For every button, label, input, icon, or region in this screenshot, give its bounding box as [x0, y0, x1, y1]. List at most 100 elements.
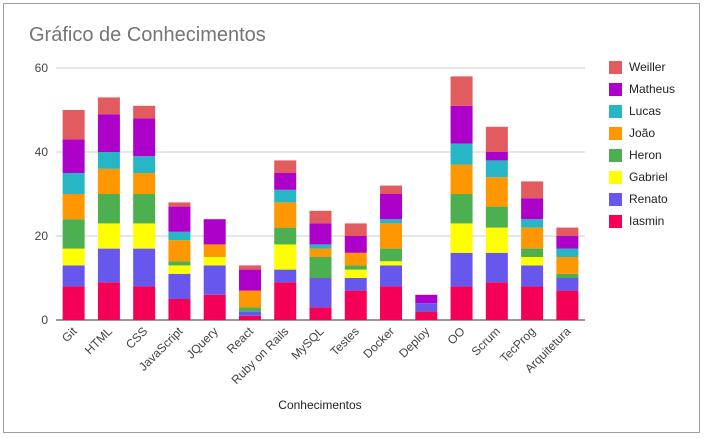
bar-segment-lucas-6[interactable]: [274, 189, 297, 203]
bar-segment-joao-0[interactable]: [62, 194, 85, 220]
bar-segment-weiller-6[interactable]: [274, 160, 297, 173]
bar-segment-matheus-5[interactable]: [238, 269, 261, 291]
bar-segment-renato-9[interactable]: [380, 265, 403, 287]
bar-segment-lucas-14[interactable]: [556, 248, 579, 257]
bar-segment-heron-8[interactable]: [344, 265, 367, 270]
bar-segment-heron-3[interactable]: [168, 261, 191, 266]
bar-segment-gabriel-11[interactable]: [450, 223, 473, 253]
bar-segment-joao-14[interactable]: [556, 257, 579, 274]
bar-segment-renato-4[interactable]: [203, 265, 226, 295]
bar-segment-iasmin-12[interactable]: [485, 282, 508, 320]
bar-segment-iasmin-10[interactable]: [415, 311, 438, 320]
bar-segment-renato-10[interactable]: [415, 303, 438, 312]
bar-segment-lucas-0[interactable]: [62, 173, 85, 194]
bar-segment-renato-3[interactable]: [168, 273, 191, 299]
bar-segment-gabriel-4[interactable]: [203, 257, 226, 266]
bar-segment-matheus-6[interactable]: [274, 173, 297, 190]
bar-segment-renato-0[interactable]: [62, 265, 85, 287]
bar-segment-iasmin-6[interactable]: [274, 282, 297, 320]
bar-segment-lucas-13[interactable]: [521, 219, 544, 228]
bar-segment-joao-7[interactable]: [309, 248, 332, 257]
bar-segment-gabriel-9[interactable]: [380, 261, 403, 266]
bar-segment-iasmin-2[interactable]: [133, 286, 156, 320]
bar-segment-iasmin-14[interactable]: [556, 290, 579, 320]
bar-segment-lucas-12[interactable]: [485, 160, 508, 178]
bar-segment-iasmin-13[interactable]: [521, 286, 544, 320]
bar-segment-heron-5[interactable]: [238, 307, 261, 312]
bar-segment-renato-5[interactable]: [238, 311, 261, 316]
bar-segment-heron-14[interactable]: [556, 273, 579, 278]
bar-segment-matheus-9[interactable]: [380, 194, 403, 220]
bar-segment-iasmin-5[interactable]: [238, 315, 261, 320]
bar-segment-lucas-11[interactable]: [450, 143, 473, 165]
bar-segment-weiller-3[interactable]: [168, 202, 191, 207]
bar-segment-weiller-7[interactable]: [309, 210, 332, 224]
bar-segment-gabriel-2[interactable]: [133, 223, 156, 249]
bar-segment-matheus-12[interactable]: [485, 152, 508, 161]
bar-segment-weiller-13[interactable]: [521, 181, 544, 199]
bar-segment-gabriel-1[interactable]: [97, 223, 120, 249]
bar-segment-weiller-8[interactable]: [344, 223, 367, 236]
bar-segment-heron-0[interactable]: [62, 219, 85, 249]
bar-segment-gabriel-0[interactable]: [62, 248, 85, 266]
bar-segment-renato-13[interactable]: [521, 265, 544, 287]
bar-segment-joao-11[interactable]: [450, 164, 473, 194]
bar-segment-iasmin-0[interactable]: [62, 286, 85, 320]
bar-segment-matheus-2[interactable]: [133, 118, 156, 157]
bar-segment-heron-6[interactable]: [274, 227, 297, 245]
bar-segment-renato-11[interactable]: [450, 252, 473, 287]
bar-segment-joao-12[interactable]: [485, 177, 508, 207]
bar-segment-renato-1[interactable]: [97, 248, 120, 283]
bar-segment-weiller-11[interactable]: [450, 76, 473, 106]
bar-segment-matheus-13[interactable]: [521, 198, 544, 220]
bar-segment-matheus-8[interactable]: [344, 236, 367, 253]
bar-segment-matheus-14[interactable]: [556, 236, 579, 249]
bar-segment-matheus-3[interactable]: [168, 206, 191, 232]
bar-segment-joao-9[interactable]: [380, 223, 403, 249]
bar-segment-renato-7[interactable]: [309, 278, 332, 308]
bar-segment-joao-1[interactable]: [97, 168, 120, 194]
bar-segment-gabriel-3[interactable]: [168, 265, 191, 274]
bar-segment-renato-6[interactable]: [274, 269, 297, 283]
bar-segment-lucas-1[interactable]: [97, 152, 120, 169]
bar-segment-lucas-2[interactable]: [133, 156, 156, 173]
bar-segment-weiller-12[interactable]: [485, 126, 508, 152]
bar-segment-iasmin-9[interactable]: [380, 286, 403, 320]
bar-segment-joao-5[interactable]: [238, 290, 261, 308]
bar-segment-weiller-14[interactable]: [556, 227, 579, 236]
bar-segment-matheus-11[interactable]: [450, 105, 473, 144]
bar-segment-iasmin-4[interactable]: [203, 294, 226, 320]
bar-segment-iasmin-7[interactable]: [309, 307, 332, 320]
bar-segment-iasmin-3[interactable]: [168, 299, 191, 320]
bar-segment-weiller-0[interactable]: [62, 110, 85, 140]
bar-segment-heron-7[interactable]: [309, 257, 332, 278]
bar-segment-weiller-1[interactable]: [97, 97, 120, 115]
bar-segment-heron-11[interactable]: [450, 194, 473, 224]
bar-segment-joao-6[interactable]: [274, 202, 297, 228]
bar-segment-lucas-9[interactable]: [380, 219, 403, 224]
bar-segment-joao-2[interactable]: [133, 173, 156, 194]
bar-segment-weiller-9[interactable]: [380, 185, 403, 194]
bar-segment-gabriel-13[interactable]: [521, 257, 544, 266]
bar-segment-lucas-7[interactable]: [309, 244, 332, 249]
bar-segment-matheus-10[interactable]: [415, 294, 438, 304]
bar-segment-matheus-4[interactable]: [203, 219, 226, 245]
bar-segment-renato-12[interactable]: [485, 252, 508, 283]
bar-segment-heron-9[interactable]: [380, 248, 403, 262]
bar-segment-heron-12[interactable]: [485, 206, 508, 228]
bar-segment-heron-1[interactable]: [97, 194, 120, 224]
bar-segment-heron-13[interactable]: [521, 248, 544, 257]
bar-segment-gabriel-8[interactable]: [344, 269, 367, 278]
bar-segment-iasmin-1[interactable]: [97, 282, 120, 320]
bar-segment-joao-13[interactable]: [521, 227, 544, 249]
bar-segment-renato-8[interactable]: [344, 278, 367, 291]
bar-segment-matheus-7[interactable]: [309, 223, 332, 245]
bar-segment-joao-4[interactable]: [203, 244, 226, 257]
bar-segment-iasmin-8[interactable]: [344, 290, 367, 320]
bar-segment-joao-8[interactable]: [344, 252, 367, 266]
bar-segment-gabriel-12[interactable]: [485, 227, 508, 253]
bar-segment-renato-14[interactable]: [556, 278, 579, 291]
bar-segment-renato-2[interactable]: [133, 248, 156, 287]
bar-segment-weiller-2[interactable]: [133, 105, 156, 119]
bar-segment-weiller-5[interactable]: [238, 265, 261, 270]
